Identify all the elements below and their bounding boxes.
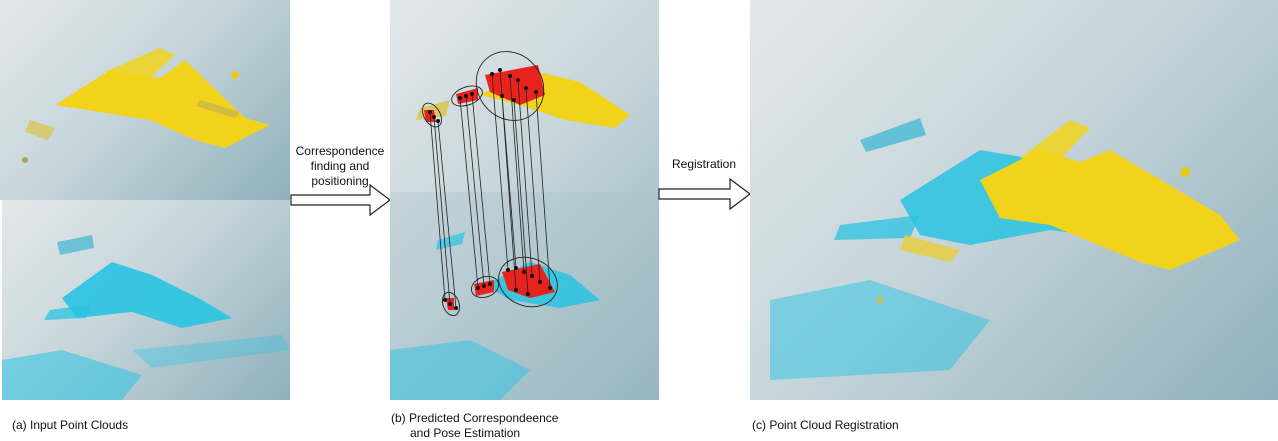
correspondence-label-line-3: positioning <box>311 174 369 188</box>
input-source-cloud-view <box>0 0 290 200</box>
correspondence-arrow <box>290 183 391 217</box>
registration-arrow-label: Registration <box>671 157 737 171</box>
caption-point-cloud-registration: (c) Point Cloud Registration <box>752 418 899 432</box>
caption-b-line-2: and Pose Estimation <box>410 426 521 440</box>
correspondence-view <box>390 0 659 400</box>
registration-result-view <box>750 0 1278 400</box>
correspondence-label-line-2: finding and <box>310 159 370 173</box>
target-point-cloud <box>2 235 290 400</box>
source-point-cloud <box>22 48 270 163</box>
correspondence-lines <box>429 69 551 309</box>
correspondence-arrow-label: Correspondence finding and positioning <box>292 144 388 189</box>
correspondence-ellipses <box>422 51 558 317</box>
input-target-cloud-view <box>2 200 290 400</box>
caption-input-point-clouds: (a) Input Point Clouds <box>12 418 129 432</box>
source-correspondence-region <box>485 65 545 105</box>
correspondence-points <box>428 68 552 310</box>
correspondence-diagram <box>390 51 659 400</box>
registration-arrow <box>658 177 751 211</box>
registered-point-clouds <box>770 118 1240 380</box>
caption-b-line-1: (b) Predicted Correspondeence <box>391 411 559 425</box>
caption-predicted-correspondence: (b) Predicted Correspondeence and Pose E… <box>391 411 558 441</box>
correspondence-label-line-1: Correspondence <box>295 144 385 158</box>
